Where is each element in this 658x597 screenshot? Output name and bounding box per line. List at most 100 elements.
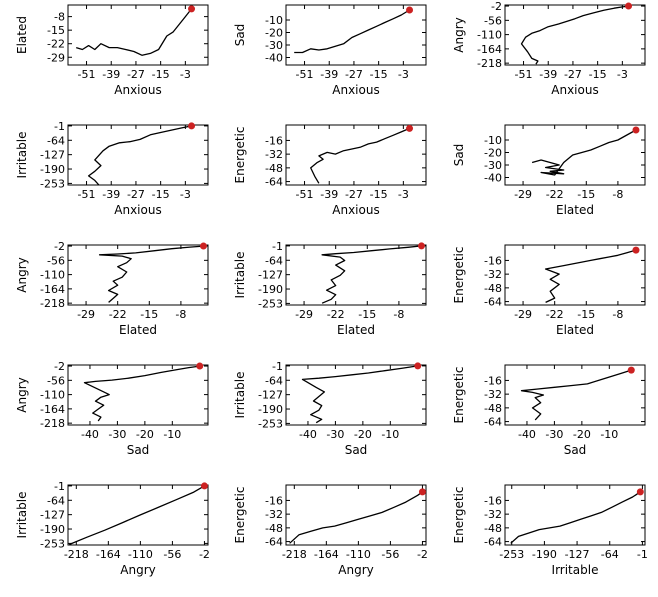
x-tick-label: -15: [152, 68, 170, 81]
axes-frame: [504, 124, 646, 186]
x-tick-label: -8: [612, 308, 623, 321]
y-axis-label: Angry: [15, 377, 29, 412]
y-tick-label: -29: [47, 51, 65, 64]
x-tick-label: -27: [345, 188, 363, 201]
x-tick-label: -22: [546, 188, 564, 201]
y-tick-label: -10: [484, 134, 502, 147]
endpoint-marker: [632, 126, 640, 134]
x-tick-label: -30: [108, 428, 126, 441]
subplot-12: -40 -30 -20 -10 -16-32-48-64 Sad Energetic: [452, 364, 646, 457]
y-tick-label: -64: [484, 296, 502, 309]
y-tick-label: -32: [484, 508, 502, 521]
trajectory-line: [520, 369, 632, 421]
x-tick-label: -29: [295, 308, 313, 321]
x-tick-label: -15: [370, 188, 388, 201]
x-tick-label: -15: [370, 68, 388, 81]
y-tick-label: -32: [484, 388, 502, 401]
y-tick-label: -64: [47, 494, 65, 507]
y-tick-label: -164: [40, 403, 65, 416]
x-tick-label: -64: [601, 548, 619, 561]
y-axis-label: Energetic: [452, 247, 466, 304]
x-tick-label: -29: [514, 188, 532, 201]
x-tick-label: -39: [320, 188, 338, 201]
axes-frame: [504, 484, 646, 546]
y-axis-label: Energetic: [452, 367, 466, 424]
y-tick-label: -253: [40, 177, 65, 190]
x-tick-label: -8: [393, 308, 404, 321]
y-tick-label: -64: [47, 134, 65, 147]
y-tick-label: -2: [54, 360, 65, 373]
y-tick-label: -64: [265, 254, 283, 267]
x-axis-label: Elated: [337, 323, 375, 337]
y-tick-label: -30: [484, 159, 502, 172]
x-tick-label: -39: [102, 68, 120, 81]
y-tick-label: -127: [258, 389, 283, 402]
x-tick-label: -40: [81, 428, 99, 441]
x-tick-label: -30: [545, 428, 563, 441]
x-tick-label: -10: [163, 428, 181, 441]
y-tick-label: -48: [265, 522, 283, 535]
x-tick-label: -3: [617, 68, 628, 81]
endpoint-marker: [636, 488, 644, 496]
trajectory-line: [76, 8, 193, 56]
subplot-11: -40 -30 -20 -10 -1-64 -127-190-253 Sad Irritabl…: [233, 360, 427, 457]
subplot-8: -29 -22 -15 -8 -1-64 -127-190-253 Elated Irrita…: [233, 240, 427, 337]
y-tick-label: -190: [258, 283, 283, 296]
y-tick-label: -127: [40, 149, 65, 162]
subplot-10: -40 -30 -20 -10 -2-56 -110-164-218 Sad Angry: [15, 360, 209, 457]
x-tick-label: -39: [102, 188, 120, 201]
y-tick-label: -110: [40, 269, 65, 282]
y-tick-label: -48: [484, 282, 502, 295]
axes-frame: [285, 244, 427, 306]
y-tick-label: -1: [54, 120, 65, 133]
y-axis-label: Irritable: [15, 132, 29, 179]
trajectory-line: [544, 249, 637, 303]
subplot-6: -29 -22 -15 -8 -10-20-30-40 Elated Sad: [452, 124, 646, 217]
y-tick-label: -218: [40, 417, 65, 430]
endpoint-marker: [188, 122, 196, 130]
y-tick-label: -30: [265, 39, 283, 52]
x-tick-label: -51: [296, 68, 314, 81]
y-tick-label: -48: [265, 162, 283, 175]
y-tick-label: -190: [40, 163, 65, 176]
x-tick-label: -51: [515, 68, 533, 81]
y-tick-label: -164: [40, 283, 65, 296]
y-tick-label: -64: [265, 374, 283, 387]
x-tick-label: -29: [514, 308, 532, 321]
x-axis-label: Irritable: [552, 563, 599, 577]
x-tick-label: -110: [346, 548, 371, 561]
y-axis-label: Irritable: [15, 492, 29, 539]
x-tick-label: -164: [96, 548, 121, 561]
y-tick-label: -48: [484, 402, 502, 415]
x-axis-label: Anxious: [332, 203, 379, 217]
subplot-13: -218 -164 -110 -56 -2 -1-64 -127-190-253 Angry I…: [15, 480, 210, 577]
endpoint-marker: [627, 366, 635, 374]
x-axis-label: Elated: [119, 323, 157, 337]
y-tick-label: -253: [258, 297, 283, 310]
subplot-14: -218 -164 -110 -56 -2 -16-32-48-64 Angry Energe…: [233, 484, 428, 577]
axes-frame: [504, 364, 646, 426]
y-tick-label: -40: [265, 52, 283, 65]
y-tick-label: -16: [265, 494, 283, 507]
y-axis-label: Angry: [15, 257, 29, 292]
x-tick-label: -27: [127, 68, 145, 81]
x-tick-label: -51: [78, 68, 96, 81]
axes-frame: [504, 244, 646, 306]
y-tick-label: -16: [484, 374, 502, 387]
x-axis-label: Angry: [120, 563, 155, 577]
y-axis-label: Energetic: [452, 487, 466, 544]
x-axis-label: Anxious: [114, 203, 161, 217]
x-tick-label: -15: [577, 308, 595, 321]
y-tick-label: -32: [484, 268, 502, 281]
trajectory-line: [294, 9, 410, 54]
x-axis-label: Anxious: [332, 83, 379, 97]
y-tick-label: -127: [258, 269, 283, 282]
subplot-9: -29 -22 -15 -8 -16-32-48-64 Elated Energetic: [452, 244, 646, 337]
x-tick-label: -51: [78, 188, 96, 201]
x-tick-label: -15: [152, 188, 170, 201]
x-tick-label: -15: [358, 308, 376, 321]
trajectory-line: [310, 127, 410, 184]
x-tick-label: -2: [417, 548, 428, 561]
x-tick-label: -39: [539, 68, 557, 81]
endpoint-marker: [406, 124, 414, 132]
